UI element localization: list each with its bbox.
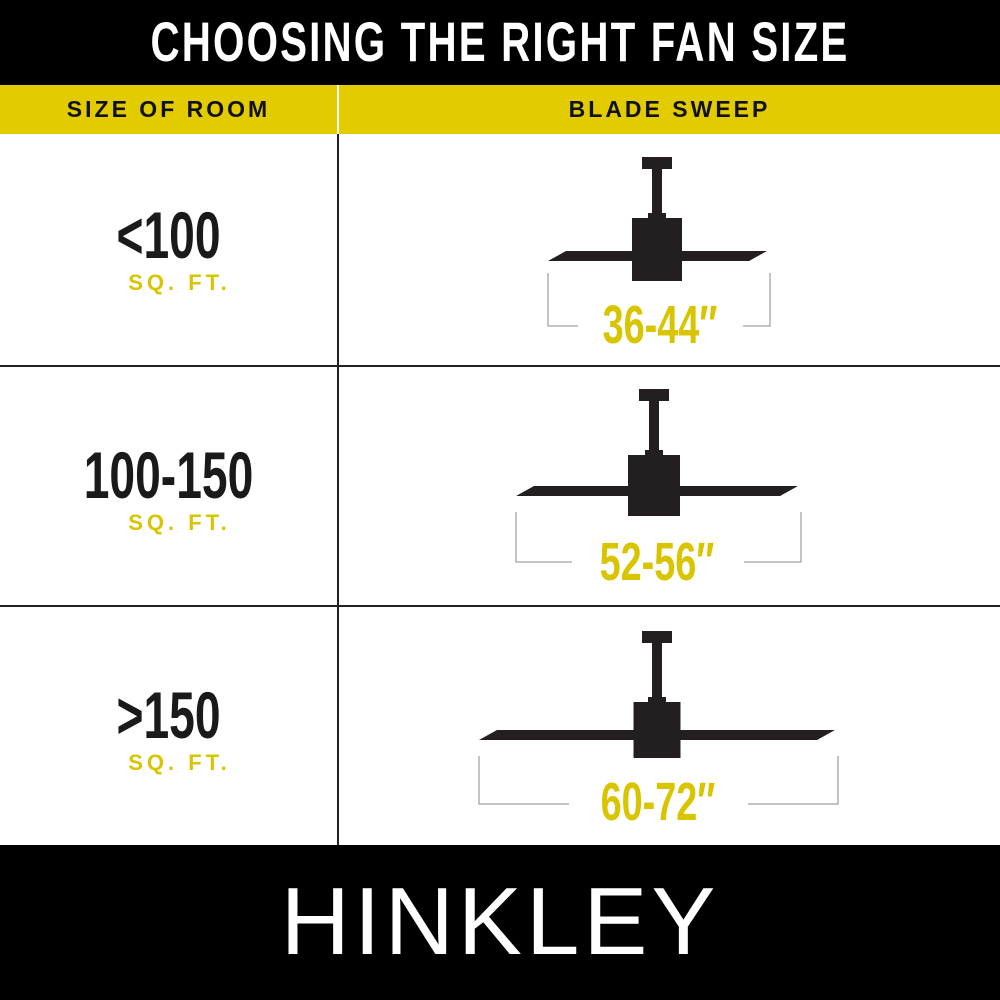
room-unit: SQ. FT. bbox=[128, 510, 231, 535]
fan-mount bbox=[642, 631, 672, 643]
brand-banner bbox=[0, 845, 1000, 1000]
blade-sweep-size: 60-72″ bbox=[600, 772, 716, 832]
fan-motor bbox=[628, 455, 680, 516]
sweep-bracket-left bbox=[547, 273, 578, 327]
fan-downrod bbox=[652, 643, 662, 698]
room-size-row-1: <100 SQ. FT. bbox=[0, 200, 337, 296]
room-size: <100 bbox=[116, 198, 221, 272]
sweep-bracket-left bbox=[478, 756, 569, 805]
ceiling-fan-icon bbox=[478, 631, 839, 805]
blade-sweep-size: 52-56″ bbox=[599, 532, 715, 592]
fan-downrod bbox=[649, 401, 659, 451]
room-size-row-2: 100-150 SQ. FT. bbox=[0, 440, 337, 536]
fan-collar bbox=[645, 450, 663, 456]
sweep-bracket-right bbox=[744, 512, 802, 563]
room-size: >150 bbox=[116, 678, 221, 752]
header-room-label: SIZE OF ROOM bbox=[66, 96, 271, 122]
header-divider bbox=[337, 85, 339, 134]
title-banner bbox=[0, 0, 1000, 85]
header-room: SIZE OF ROOM bbox=[0, 85, 337, 134]
row-divider bbox=[0, 365, 1000, 367]
ceiling-fan-icon bbox=[547, 157, 771, 327]
sweep-bracket-right bbox=[743, 273, 771, 327]
fan-blade-right bbox=[680, 486, 798, 496]
brand-logo: HINKLEY bbox=[280, 868, 720, 975]
fan-blade-right bbox=[680, 730, 835, 740]
sweep-bracket-left bbox=[515, 512, 572, 563]
fan-blade-left bbox=[516, 486, 628, 496]
ceiling-fan-icon bbox=[515, 389, 802, 563]
fan-downrod bbox=[652, 169, 662, 214]
fan-blade-left bbox=[479, 730, 634, 740]
row-divider bbox=[0, 605, 1000, 607]
fan-collar bbox=[648, 213, 666, 219]
fan-mount bbox=[639, 389, 669, 401]
fan-collar bbox=[648, 697, 666, 703]
room-size-row-3: >150 SQ. FT. bbox=[0, 680, 337, 776]
fan-motor bbox=[632, 218, 682, 281]
fan-motor bbox=[633, 702, 681, 758]
page-title: CHOOSING THE RIGHT FAN SIZE bbox=[150, 10, 850, 73]
header-sweep-label: BLADE SWEEP bbox=[568, 96, 771, 122]
room-unit: SQ. FT. bbox=[128, 270, 231, 295]
fan-blade-right bbox=[682, 251, 767, 261]
header-sweep: BLADE SWEEP bbox=[339, 85, 1000, 134]
fan-blade-left bbox=[548, 251, 632, 261]
room-unit: SQ. FT. bbox=[128, 750, 231, 775]
room-size: 100-150 bbox=[83, 438, 254, 512]
column-divider bbox=[337, 85, 339, 845]
blade-sweep-size: 36-44″ bbox=[602, 295, 718, 355]
fan-mount bbox=[642, 157, 672, 169]
sweep-bracket-right bbox=[748, 756, 839, 805]
